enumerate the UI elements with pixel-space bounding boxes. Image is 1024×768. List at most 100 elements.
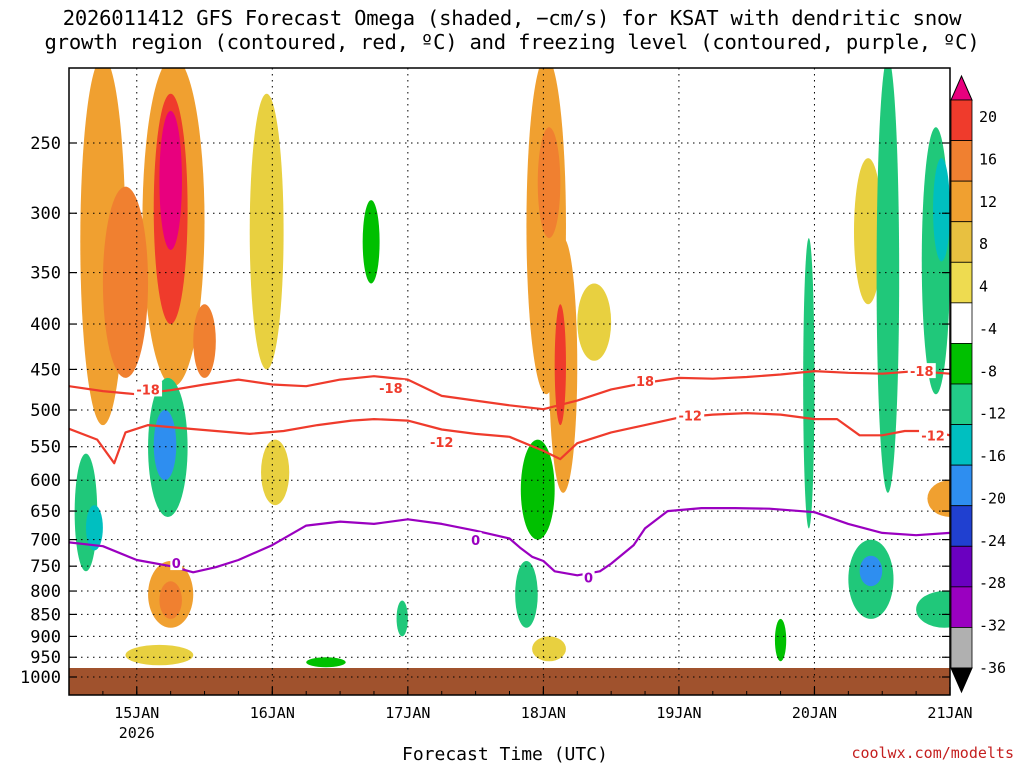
colorbar-label: -8 <box>979 362 997 380</box>
contour-label: -12 <box>921 429 945 444</box>
y-tick-label: 750 <box>30 557 61 577</box>
contour-label: -12 <box>678 409 702 424</box>
omega-blob <box>927 480 950 517</box>
contour-label-bg <box>134 381 163 397</box>
omega-blob <box>1018 550 1024 581</box>
omega-blob <box>125 644 194 666</box>
omega-blob <box>261 439 290 506</box>
y-tick-label: 350 <box>30 264 61 284</box>
colorbar-segment <box>950 140 973 182</box>
chart-title-line-1: 2026011412 GFS Forecast Omega (shaded, −… <box>62 6 962 30</box>
colorbar-segment <box>950 383 973 425</box>
omega-blob <box>933 158 950 262</box>
colorbar-label: 16 <box>979 150 997 168</box>
colorbar-segment <box>950 99 973 141</box>
colorbar-label: -20 <box>979 489 1006 507</box>
omega-blob <box>554 304 566 426</box>
y-tick-label: 700 <box>30 531 61 551</box>
contour-label-bg <box>469 532 482 548</box>
colorbar-segment <box>950 586 973 628</box>
omega-blob <box>159 110 182 250</box>
omega-blob <box>520 439 555 540</box>
contour-label: -18 <box>379 382 403 397</box>
y-tick-label: 300 <box>30 204 61 224</box>
chart-title-line-2: growth region (contoured, red, ºC) and f… <box>44 30 980 54</box>
x-tick-sublabel: 2026 <box>119 724 155 742</box>
contour-label-bg <box>919 427 948 443</box>
x-axis-title: Forecast Time (UTC) <box>402 744 608 765</box>
colorbar-segment <box>950 424 973 466</box>
colorbar-segment <box>950 343 973 385</box>
y-tick-label: 1000 <box>20 668 61 688</box>
x-tick-label: 18JAN <box>521 704 566 722</box>
colorbar-segment <box>950 627 973 669</box>
contour-label: 0 <box>584 571 593 586</box>
x-tick-label: 15JAN <box>114 704 159 722</box>
y-tick-label: 950 <box>30 648 61 668</box>
x-tick-label: 16JAN <box>250 704 295 722</box>
contour-label: -12 <box>430 436 454 451</box>
contour-label-bg <box>907 363 936 379</box>
omega-blob <box>577 283 612 361</box>
omega-blob <box>193 304 216 378</box>
y-tick-label: 450 <box>30 360 61 380</box>
contour-label-bg <box>582 569 595 585</box>
contour-label-bg <box>676 407 705 423</box>
omega-blob <box>859 555 883 587</box>
y-tick-label: 650 <box>30 502 61 522</box>
colorbar-label: 8 <box>979 235 988 253</box>
y-tick-label: 400 <box>30 315 61 335</box>
y-tick-label: 550 <box>30 438 61 458</box>
y-tick-label: 800 <box>30 582 61 602</box>
omega-blob <box>1012 619 1024 653</box>
omega-blob <box>853 158 883 305</box>
omega-blob <box>85 505 103 551</box>
colorbar-bottom-arrow <box>950 667 973 694</box>
contour-label-bg <box>376 379 405 395</box>
terrain-ground <box>69 668 950 695</box>
colorbar-label: -24 <box>979 532 1006 550</box>
omega-blob <box>1018 111 1024 213</box>
contour-label-bg <box>635 373 656 389</box>
contour-label: -18 <box>910 365 934 380</box>
omega-blob <box>249 93 284 370</box>
colorbar-segment <box>950 221 973 263</box>
freezing-level-contour-line <box>69 507 950 577</box>
x-tick-label: 19JAN <box>656 704 701 722</box>
colorbar-label: -4 <box>979 320 997 338</box>
omega-blob <box>1006 480 1024 619</box>
omega-blob <box>1018 628 1024 641</box>
x-tick-label: 20JAN <box>792 704 837 722</box>
colorbar-label: 20 <box>979 108 997 126</box>
contour-label-bg <box>427 433 456 449</box>
colorbar-segment <box>950 302 973 344</box>
contour-label: 0 <box>172 557 181 572</box>
contour-label-bg <box>170 555 183 571</box>
colorbar-top-arrow <box>950 74 973 101</box>
contour-label: 0 <box>471 534 480 549</box>
omega-blob <box>774 618 787 662</box>
colorbar-label: -36 <box>979 659 1006 677</box>
colorbar-label: -32 <box>979 617 1006 635</box>
credit-text: coolwx.com/modelts <box>851 744 1014 762</box>
y-tick-label: 600 <box>30 471 61 491</box>
omega-blob <box>876 68 900 493</box>
x-tick-label: 21JAN <box>927 704 972 722</box>
y-tick-label: 500 <box>30 401 61 421</box>
y-tick-label: 900 <box>30 627 61 647</box>
omega-shading <box>74 68 1024 668</box>
y-tick-label: 850 <box>30 605 61 625</box>
colorbar-segment <box>950 464 973 507</box>
omega-blob <box>515 561 538 628</box>
colorbar-label: 12 <box>979 193 997 211</box>
contour-label: -18 <box>136 383 160 398</box>
colorbar-label: -12 <box>979 405 1006 423</box>
omega-blob <box>153 410 177 481</box>
omega-blob <box>102 186 149 378</box>
omega-blob <box>362 200 380 284</box>
omega-blob <box>1012 517 1024 610</box>
colorbar: 20 16 12 8 4 -4 -8 -12 -16 -20 -24 -28 -32 -36 <box>950 74 1006 694</box>
x-tick-label: 17JAN <box>385 704 430 722</box>
omega-blob <box>916 591 950 628</box>
